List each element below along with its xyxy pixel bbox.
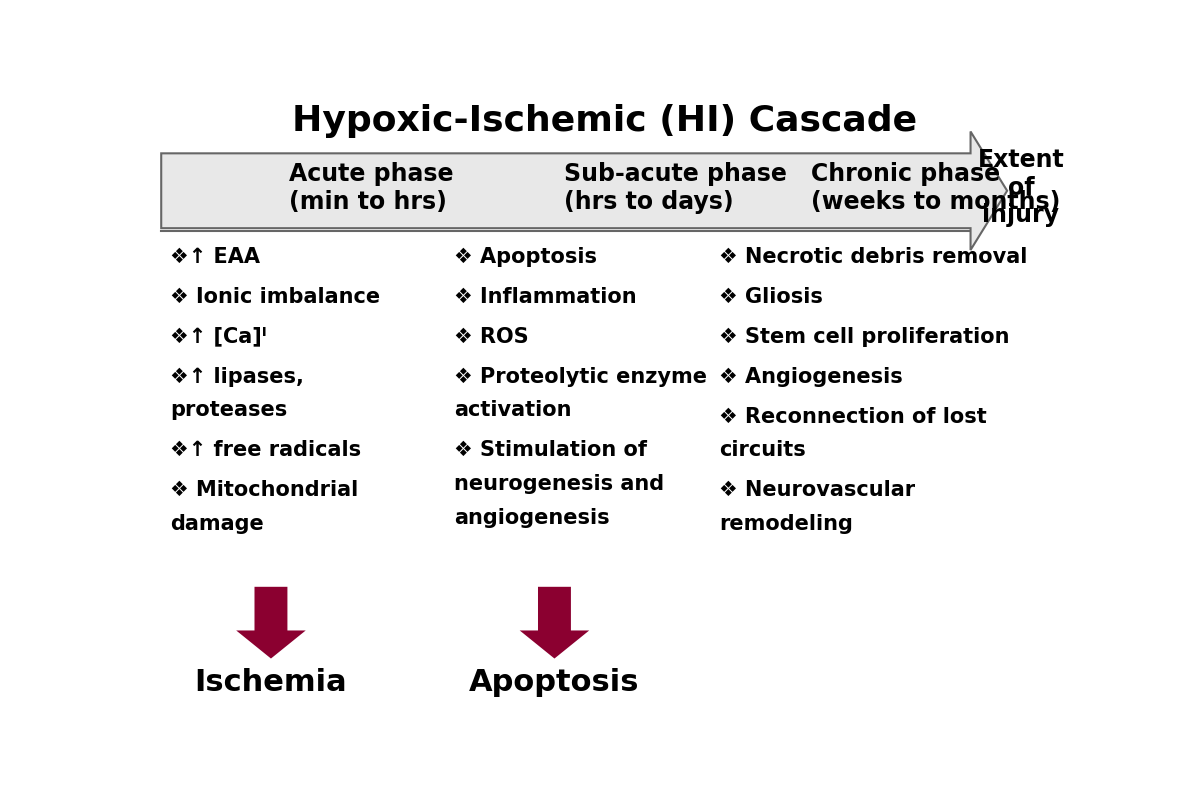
Text: ❖ Inflammation: ❖ Inflammation — [454, 287, 636, 307]
Text: activation: activation — [454, 400, 571, 420]
Polygon shape — [519, 586, 589, 659]
Text: ❖↑ lipases,: ❖↑ lipases, — [170, 367, 304, 386]
Text: ❖ Stimulation of: ❖ Stimulation of — [454, 441, 647, 460]
Text: circuits: circuits — [719, 441, 806, 460]
Text: ❖↑ [Ca]ᴵ: ❖↑ [Ca]ᴵ — [170, 326, 267, 347]
Text: ❖↑ free radicals: ❖↑ free radicals — [170, 441, 361, 460]
Text: ❖ Gliosis: ❖ Gliosis — [719, 287, 822, 307]
Text: ❖ Mitochondrial: ❖ Mitochondrial — [170, 480, 359, 500]
Text: Ischemia: Ischemia — [195, 667, 347, 697]
Text: ❖ Reconnection of lost: ❖ Reconnection of lost — [719, 407, 986, 427]
Text: ❖ Angiogenesis: ❖ Angiogenesis — [719, 367, 903, 386]
Text: remodeling: remodeling — [719, 514, 853, 534]
Text: ❖↑ EAA: ❖↑ EAA — [170, 247, 261, 266]
Text: Chronic phase
(weeks to months): Chronic phase (weeks to months) — [811, 162, 1060, 214]
Text: Hypoxic-Ischemic (HI) Cascade: Hypoxic-Ischemic (HI) Cascade — [293, 104, 917, 138]
Text: Extent
of
injury: Extent of injury — [977, 148, 1064, 228]
Text: ❖ Ionic imbalance: ❖ Ionic imbalance — [170, 287, 380, 307]
Text: ❖ Proteolytic enzyme: ❖ Proteolytic enzyme — [454, 367, 707, 386]
Text: ❖ Necrotic debris removal: ❖ Necrotic debris removal — [719, 247, 1028, 266]
Text: ❖ Stem cell proliferation: ❖ Stem cell proliferation — [719, 326, 1010, 347]
Text: damage: damage — [170, 514, 264, 534]
Text: Acute phase
(min to hrs): Acute phase (min to hrs) — [289, 162, 454, 214]
Text: ❖ Apoptosis: ❖ Apoptosis — [454, 247, 597, 266]
Text: Sub-acute phase
(hrs to days): Sub-acute phase (hrs to days) — [564, 162, 787, 214]
Text: proteases: proteases — [170, 400, 288, 420]
Polygon shape — [236, 586, 306, 659]
Text: ❖ ROS: ❖ ROS — [454, 326, 529, 347]
Text: Apoptosis: Apoptosis — [470, 667, 640, 697]
Text: angiogenesis: angiogenesis — [454, 508, 610, 527]
Polygon shape — [162, 131, 1007, 250]
Text: ❖ Neurovascular: ❖ Neurovascular — [719, 480, 916, 500]
Text: neurogenesis and: neurogenesis and — [454, 474, 664, 494]
